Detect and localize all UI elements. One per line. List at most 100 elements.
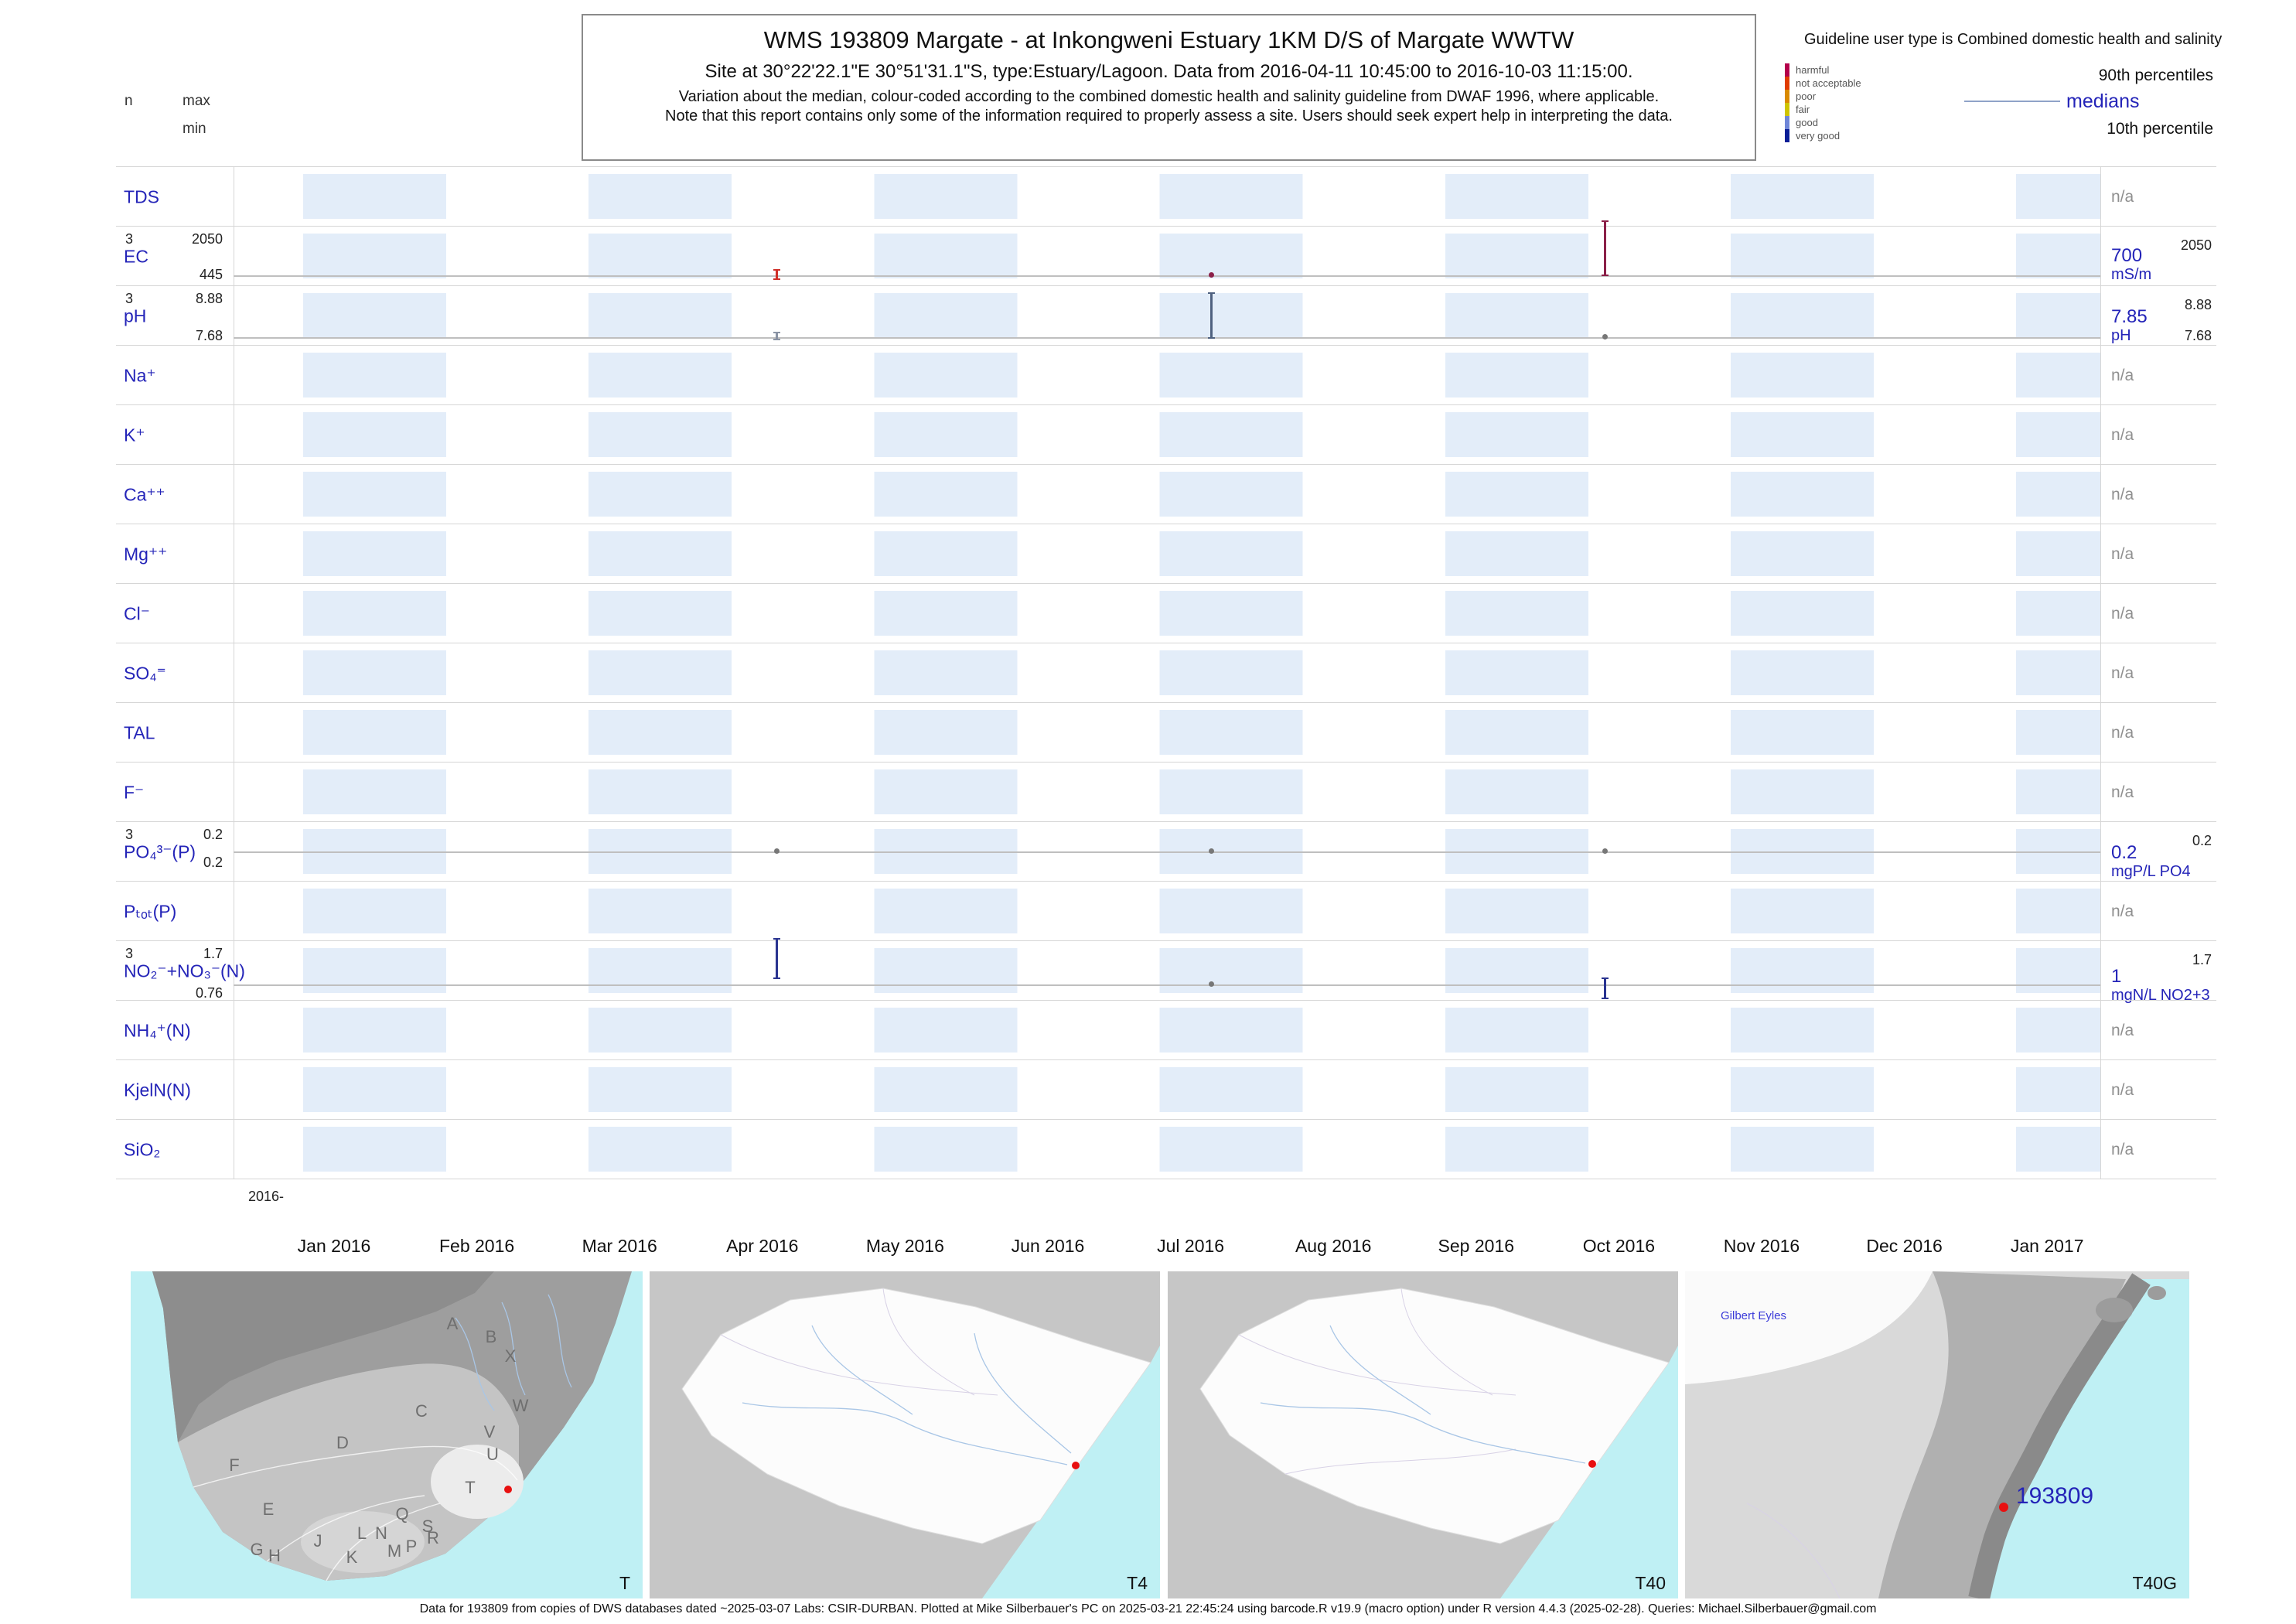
sample-range-cap <box>773 269 780 271</box>
guideline-class-labels: harmful not acceptable poor fair good very go… <box>1796 64 1966 152</box>
param-label: KjelN(N) <box>124 1080 191 1100</box>
sample-range-cap <box>1601 998 1609 999</box>
na-value: n/a <box>2111 723 2134 742</box>
region-letter-X: X <box>505 1346 517 1366</box>
param-label: NO₂⁻+NO₃⁻(N) <box>124 960 245 981</box>
month-stripes <box>234 889 2100 933</box>
region-letter-T: T <box>465 1478 475 1497</box>
ocean <box>982 1346 1160 1598</box>
island-1 <box>2096 1298 2133 1322</box>
drainage-boundary-1 <box>193 1445 518 1488</box>
median-value: 0.2 <box>2111 842 2137 863</box>
sample-marker <box>1602 334 1608 339</box>
na-value: n/a <box>2111 366 2134 384</box>
region-letter-H: H <box>268 1546 281 1565</box>
na-value: n/a <box>2111 425 2134 444</box>
land-northern-region <box>152 1271 494 1442</box>
sample-count: 3 <box>125 827 134 842</box>
guideline-legend-title: Guideline user type is Combined domestic… <box>1804 31 2223 48</box>
param-label: TDS <box>124 186 159 206</box>
river-1 <box>742 1402 1068 1465</box>
na-value: n/a <box>2111 544 2134 563</box>
sample-marker <box>773 848 780 854</box>
guideline-color-very-good <box>1785 129 1789 142</box>
month-axis: Jan 2016 Feb 2016 Mar 2016 Apr 2016 May 2016… <box>0 1236 2296 1262</box>
row-summary: n/a <box>2100 524 2216 584</box>
guideline-class-label: harmful <box>1796 64 1830 76</box>
sample-count: 3 <box>125 231 134 247</box>
median-value: 1 <box>2111 966 2122 987</box>
region-highlight-coastal <box>431 1445 524 1519</box>
region-letter-N: N <box>375 1523 387 1543</box>
unit-label: mgN/L NO2+3 <box>2111 987 2210 1004</box>
na-value: n/a <box>2111 1140 2134 1158</box>
boundary-1 <box>1746 1503 1841 1598</box>
row-summary: n/a <box>2100 643 2216 703</box>
month-stripes <box>234 293 2100 338</box>
ocean <box>1500 1346 1678 1598</box>
station-dot <box>1072 1462 1080 1469</box>
subcatchment-boundary-1 <box>720 1334 998 1396</box>
sample-range-cap <box>773 332 780 333</box>
max-value: 0.2 <box>203 827 223 842</box>
param-row-tds: TDS n/a <box>116 166 2216 227</box>
guideline-color-poor <box>1785 90 1789 103</box>
guideline-color-harmful <box>1785 63 1789 77</box>
region-letter-V: V <box>484 1422 496 1441</box>
param-row-f: F⁻ n/a <box>116 762 2216 822</box>
param-row-mg: Mg⁺⁺ n/a <box>116 524 2216 584</box>
param-label: NH₄⁺(N) <box>124 1020 191 1040</box>
sample-marker <box>1602 848 1608 854</box>
map-frame-label: T40 <box>1635 1573 1666 1593</box>
sample-range-bar <box>1603 221 1606 275</box>
param-label: K⁺ <box>124 425 145 445</box>
param-label: Mg⁺⁺ <box>124 544 168 564</box>
island-2 <box>2148 1286 2166 1300</box>
row-summary: n/a <box>2100 763 2216 822</box>
max-label: max <box>183 93 210 109</box>
drainage-boundary-2 <box>266 1495 425 1562</box>
p10-value: 7.68 <box>2184 328 2212 343</box>
region-letter-E: E <box>263 1499 275 1519</box>
row-summary: n/a <box>2100 167 2216 227</box>
param-row-na: Na⁺ n/a <box>116 345 2216 405</box>
param-row-ptot: Pₜₒₜ(P) n/a <box>116 881 2216 941</box>
region-letter-G: G <box>250 1540 263 1559</box>
report-subtitle: Site at 30°22'22.1"E 30°51'31.1"S, type:… <box>704 61 1633 82</box>
p90-value: 0.2 <box>2192 833 2212 848</box>
param-row-nh4: NH₄⁺(N) n/a <box>116 1000 2216 1060</box>
guideline-class-label: good <box>1796 117 1818 128</box>
na-value: n/a <box>2111 604 2134 623</box>
median-guide-line <box>234 337 2100 339</box>
p10-legend-label: 10th percentile <box>2107 120 2213 138</box>
p90-legend-label: 90th percentiles <box>2098 67 2213 84</box>
guideline-color-not-acceptable <box>1785 77 1789 90</box>
map-panel-T40: T40 <box>1168 1271 1678 1598</box>
subcatchment-boundary-1 <box>1238 1334 1516 1396</box>
param-row-ph: pH 3 8.88 7.68 7.85 pH 8.88 7.68 <box>116 285 2216 346</box>
river-2 <box>811 1325 913 1415</box>
row-summary: 7.85 pH 8.88 7.68 <box>2100 286 2216 346</box>
sample-range-cap <box>1208 292 1216 294</box>
region-letter-A: A <box>447 1314 459 1333</box>
region-letter-K: K <box>346 1547 358 1567</box>
param-label: EC <box>124 246 148 266</box>
drainage-boundary-3 <box>326 1503 441 1581</box>
region-highlight-south <box>301 1511 425 1573</box>
sample-range-bar <box>1603 978 1606 998</box>
unit-label: mS/m <box>2111 266 2152 283</box>
subcatchment-boundary-3 <box>1284 1448 1516 1475</box>
plot-right-border <box>2100 166 2101 1179</box>
report-note-1: Variation about the median, colour-coded… <box>678 88 1660 105</box>
sample-range-cap <box>1601 275 1609 276</box>
param-row-tal: TAL n/a <box>116 702 2216 763</box>
median-guide-line <box>234 275 2100 277</box>
month-tick-label: Feb 2016 <box>438 1236 515 1256</box>
sample-marker <box>1209 848 1215 854</box>
sample-range-bar <box>1210 293 1213 338</box>
param-label: SO₄⁼ <box>124 663 166 683</box>
parameter-timeline-chart: TDS n/a EC 3 2050 445 700 mS/m 2050 pH 3 8.88 7.68 7.… <box>116 166 2216 1179</box>
month-tick-label: Aug 2016 <box>1295 1236 1372 1256</box>
map-frame-label: T4 <box>1127 1573 1148 1593</box>
